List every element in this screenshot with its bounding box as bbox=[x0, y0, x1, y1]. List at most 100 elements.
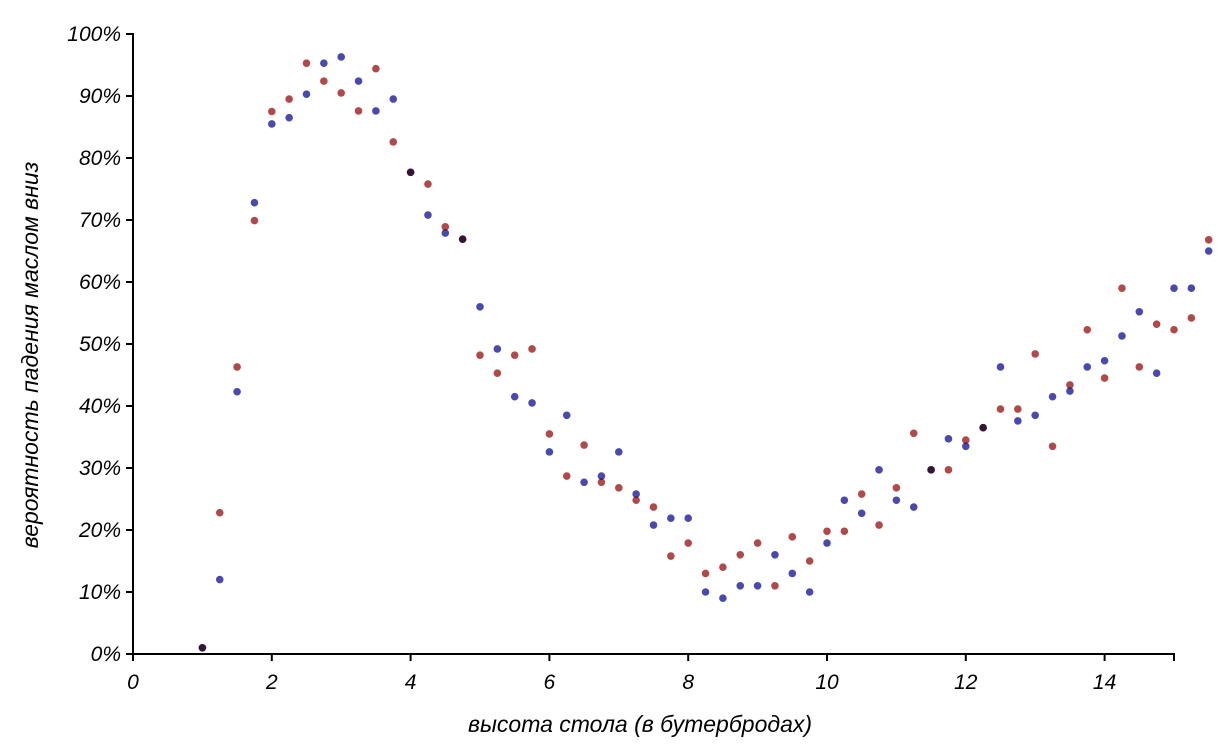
data-point-red bbox=[580, 441, 588, 449]
data-point-blue bbox=[562, 411, 571, 420]
data-point-blue bbox=[250, 198, 259, 207]
data-point-blue bbox=[684, 514, 692, 523]
data-point-red bbox=[320, 77, 328, 85]
data-points bbox=[198, 53, 1213, 652]
x-axis: 0 2 4 6 8 10 12 14 bbox=[127, 653, 1175, 694]
x-tick-label: 4 bbox=[405, 671, 417, 694]
data-point-blue bbox=[719, 594, 727, 602]
data-point-blue bbox=[649, 521, 658, 529]
data-point-blue bbox=[944, 435, 953, 443]
x-tick-label: 10 bbox=[815, 671, 839, 694]
y-tick-label: 90% bbox=[79, 85, 121, 108]
data-point-blue bbox=[736, 582, 745, 590]
x-tick-label: 0 bbox=[127, 671, 139, 694]
data-point-red bbox=[857, 490, 866, 498]
data-point-red bbox=[215, 508, 224, 517]
data-point-red bbox=[753, 539, 762, 547]
data-point-blue bbox=[1048, 392, 1057, 401]
data-point-red bbox=[909, 429, 918, 438]
data-point-red bbox=[597, 478, 606, 487]
data-point-blue bbox=[302, 90, 311, 98]
y-tick-label: 10% bbox=[79, 581, 121, 604]
data-point-blue bbox=[233, 387, 241, 396]
data-point-blue bbox=[285, 113, 293, 122]
data-point-blue bbox=[215, 575, 224, 584]
data-point-red bbox=[667, 552, 675, 560]
data-point-blue bbox=[1187, 284, 1196, 293]
data-point-blue bbox=[1014, 417, 1022, 425]
data-point-blue bbox=[476, 303, 484, 311]
data-point-blue bbox=[424, 211, 432, 219]
x-tick-label: 2 bbox=[265, 671, 278, 694]
data-point-red bbox=[1066, 381, 1074, 389]
data-point-red bbox=[701, 569, 710, 578]
data-point-red bbox=[1170, 325, 1178, 334]
data-point-blue bbox=[996, 363, 1005, 371]
data-point-red bbox=[1083, 325, 1092, 334]
data-point-red bbox=[528, 345, 536, 353]
data-point-red bbox=[1152, 320, 1161, 328]
data-point-red bbox=[771, 582, 779, 590]
x-axis-line bbox=[132, 653, 1175, 661]
data-point-blue bbox=[1083, 363, 1092, 371]
data-point-red bbox=[840, 527, 849, 536]
data-point-red bbox=[823, 527, 831, 536]
data-point-red bbox=[389, 138, 398, 146]
data-point-blue bbox=[823, 539, 831, 547]
data-point-blue bbox=[1118, 332, 1126, 340]
data-point-blue bbox=[372, 107, 380, 115]
data-point-red bbox=[996, 405, 1005, 413]
data-point-red bbox=[649, 503, 658, 511]
y-tick-label: 30% bbox=[79, 457, 121, 480]
data-point-red bbox=[736, 551, 745, 559]
data-point-blue bbox=[805, 588, 814, 596]
data-point-red bbox=[892, 484, 901, 492]
data-point-red bbox=[406, 168, 415, 177]
data-point-red bbox=[233, 363, 241, 371]
x-tick-label: 8 bbox=[682, 671, 694, 694]
data-point-blue bbox=[1152, 369, 1161, 377]
data-point-blue bbox=[962, 442, 970, 451]
data-point-red bbox=[476, 351, 484, 359]
data-point-red bbox=[441, 223, 450, 231]
y-tick-label: 100% bbox=[67, 23, 121, 46]
data-point-blue bbox=[857, 509, 866, 518]
data-point-red bbox=[354, 107, 363, 115]
y-tick-label: 80% bbox=[79, 147, 121, 170]
data-point-red bbox=[372, 64, 380, 73]
x-tick-label: 6 bbox=[544, 671, 556, 694]
data-point-blue bbox=[389, 95, 398, 103]
data-point-red bbox=[684, 539, 692, 547]
data-point-blue bbox=[771, 551, 779, 559]
data-point-blue bbox=[788, 569, 797, 578]
y-tick-label: 0% bbox=[91, 643, 121, 666]
data-point-red bbox=[979, 423, 987, 432]
data-point-blue bbox=[510, 392, 519, 401]
data-point-red bbox=[927, 466, 935, 474]
data-point-blue bbox=[1135, 307, 1144, 316]
data-point-red bbox=[944, 466, 953, 474]
y-axis: 0% 10% 20% 30% 40% 50% 60% 70% 80% 90% 100% bbox=[67, 23, 134, 666]
y-tick-label: 70% bbox=[79, 209, 121, 232]
data-point-red bbox=[1100, 374, 1109, 382]
data-point-blue bbox=[892, 496, 901, 505]
data-point-blue bbox=[632, 490, 640, 498]
data-point-red bbox=[1048, 442, 1057, 451]
data-point-blue bbox=[667, 514, 675, 523]
data-point-blue bbox=[268, 120, 276, 128]
data-point-blue bbox=[320, 59, 328, 67]
data-point-blue bbox=[701, 588, 710, 596]
data-point-red bbox=[875, 521, 883, 529]
data-point-red bbox=[545, 430, 554, 438]
data-point-blue bbox=[1204, 247, 1213, 255]
data-point-blue bbox=[441, 229, 450, 237]
data-point-blue bbox=[597, 472, 606, 480]
x-axis-label: высота стола (в бутербродах) bbox=[468, 711, 812, 737]
data-point-blue bbox=[528, 399, 536, 407]
data-point-blue bbox=[840, 496, 849, 505]
data-point-red bbox=[788, 533, 797, 541]
y-tick-label: 60% bbox=[79, 271, 121, 294]
data-point-blue bbox=[580, 478, 588, 487]
data-point-blue bbox=[1066, 387, 1074, 395]
